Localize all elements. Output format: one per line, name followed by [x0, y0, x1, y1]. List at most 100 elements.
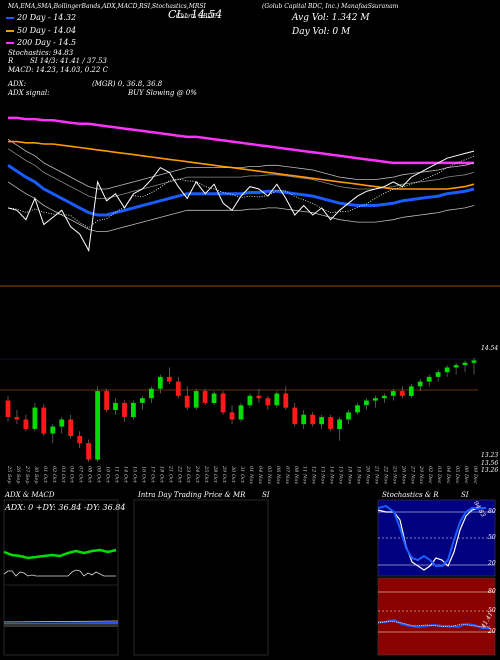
- adx-panel-title: ADX & MACD: [5, 491, 55, 499]
- date-label: 04 Nov: [257, 466, 263, 484]
- date-label: 22 Oct: [176, 465, 182, 484]
- candle: [149, 386, 154, 403]
- candle: [68, 414, 74, 439]
- candle: [382, 393, 387, 403]
- adx-white-line: [3, 569, 116, 577]
- candle-body: [184, 395, 190, 408]
- candle-body: [346, 412, 351, 420]
- date-label: 28 Oct: [212, 465, 218, 484]
- candle-body: [382, 395, 387, 399]
- candle: [14, 410, 20, 425]
- candle-body: [471, 360, 477, 363]
- candle-body: [310, 414, 316, 425]
- intraday-panel-frame: [133, 499, 269, 656]
- adx-panel-frame: [3, 499, 119, 656]
- candle: [328, 414, 333, 432]
- date-label: 29 Oct: [221, 465, 227, 484]
- candle-body: [59, 419, 65, 427]
- date-label: 02 Oct: [51, 466, 57, 484]
- candle: [453, 362, 459, 375]
- date-label: 22 Nov: [382, 465, 388, 484]
- intra-panel-title: Intra Day Trading Price & MR: [138, 491, 246, 499]
- candle: [32, 402, 38, 432]
- candle: [373, 395, 378, 408]
- date-label: 08 Nov: [293, 466, 299, 484]
- legend-adx-signal: ADX signal:: [8, 89, 50, 97]
- candle-body: [265, 398, 271, 406]
- date-label: 09 Dec: [472, 466, 478, 484]
- legend-adx: ADX:: [8, 80, 27, 88]
- date-label: 25 Nov: [391, 465, 397, 484]
- date-label: 31 Oct: [239, 466, 245, 484]
- macd-white-line: [3, 620, 119, 623]
- close-price: CL: 14.54: [168, 8, 223, 21]
- date-label: 04 Oct: [69, 466, 75, 484]
- candle: [301, 410, 307, 429]
- candle-body: [95, 391, 100, 460]
- candle: [310, 412, 316, 427]
- candle: [247, 393, 253, 408]
- candle: [399, 386, 405, 399]
- legend-buy-signal: BUY Slowing @ 0%: [128, 89, 197, 97]
- date-label: 26 Nov: [400, 465, 406, 484]
- date-label: 02 Dec: [427, 466, 433, 484]
- adx-green-line: [3, 548, 117, 560]
- candle-body: [238, 405, 244, 420]
- candle: [283, 386, 289, 410]
- date-label: 29 Nov: [418, 465, 424, 484]
- candle-body: [50, 426, 56, 434]
- candle: [131, 400, 136, 420]
- candle: [193, 388, 199, 410]
- date-label: 03 Dec: [436, 466, 442, 484]
- date-label: 21 Oct: [167, 465, 173, 484]
- candle-body: [435, 372, 441, 377]
- candle-body: [149, 388, 154, 399]
- ma200-series: [8, 116, 474, 165]
- candle-body: [337, 419, 342, 429]
- intra-panel-si: SI: [262, 491, 270, 499]
- price-label-bottom-1: 13.56: [481, 460, 499, 467]
- bollinger-bands: [7, 138, 475, 233]
- date-label: 14 Nov: [329, 466, 335, 484]
- header-title-left: MA,EMA,SMA,BollingerBands,ADX,MACD,RSI,S…: [8, 3, 206, 10]
- candle: [50, 424, 56, 444]
- candle: [140, 395, 145, 410]
- candle-body: [166, 376, 172, 382]
- date-label: 10 Oct: [105, 466, 111, 484]
- candle-body: [399, 391, 405, 396]
- date-label: 01 Oct: [42, 466, 48, 484]
- candle-body: [373, 398, 378, 401]
- band-lower: [7, 181, 475, 233]
- candle-body: [77, 436, 83, 444]
- date-label: 04 Dec: [445, 466, 451, 484]
- date-label: 20 Nov: [364, 465, 370, 484]
- stoch-tick-80: 80: [488, 508, 496, 515]
- price-label-top: 14.54: [481, 345, 499, 352]
- candle-body: [32, 407, 38, 429]
- date-label: 30 Sep: [33, 466, 39, 484]
- ma200-line: [8, 116, 474, 165]
- day-volume: Day Vol: 0 M: [292, 27, 351, 37]
- date-label: 18 Oct: [158, 466, 164, 484]
- candle-body: [131, 402, 136, 418]
- candle: [435, 369, 441, 382]
- candle-body: [462, 362, 468, 366]
- date-label: 23 Oct: [185, 465, 191, 484]
- date-label: 08 Oct: [87, 466, 93, 484]
- candle: [77, 431, 83, 448]
- date-label: 05 Nov: [266, 466, 272, 484]
- candle-body: [364, 400, 369, 406]
- candle: [157, 374, 163, 394]
- candle-body: [319, 417, 324, 425]
- candle: [462, 360, 468, 373]
- mrsi-panel-frame: [377, 577, 496, 656]
- candle-body: [426, 376, 432, 382]
- candle-body: [86, 443, 91, 460]
- ma50-series: [8, 140, 475, 190]
- date-label: 13 Nov: [320, 466, 326, 484]
- candle: [319, 414, 324, 429]
- date-label: 12 Nov: [311, 466, 317, 484]
- candle-body: [355, 405, 360, 413]
- candle-body: [113, 402, 118, 410]
- date-label: 01 Nov: [248, 466, 254, 484]
